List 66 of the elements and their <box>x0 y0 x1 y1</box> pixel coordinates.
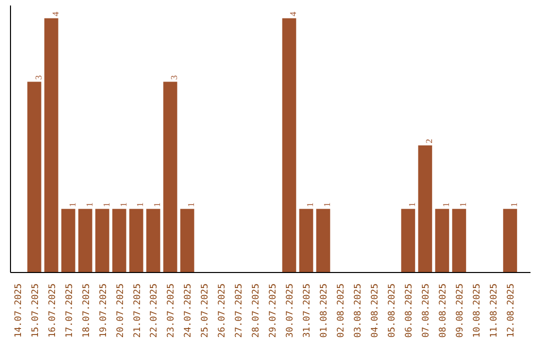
x-tick-label: 28.07.2025 <box>252 283 262 338</box>
x-tick-label: 07.08.2025 <box>422 283 432 338</box>
x-tick-label: 02.08.2025 <box>336 283 347 338</box>
bar <box>27 82 42 272</box>
x-tick-label: 19.07.2025 <box>98 283 109 338</box>
bar <box>452 208 466 272</box>
x-tick-label: 20.07.2025 <box>116 283 126 338</box>
bar <box>163 82 178 272</box>
x-tick-label: 15.07.2025 <box>30 283 41 338</box>
x-tick-label: 24.07.2025 <box>184 283 194 338</box>
bar <box>146 208 160 272</box>
data-label: 1 <box>186 202 196 207</box>
data-label: 1 <box>407 202 418 207</box>
bar <box>61 208 76 272</box>
x-tick-label: 05.08.2025 <box>388 283 398 338</box>
bar <box>418 145 432 272</box>
data-label: 1 <box>152 202 162 207</box>
data-label: 1 <box>441 202 452 207</box>
data-label: 4 <box>50 11 60 16</box>
x-tick-label: 11.08.2025 <box>490 283 500 338</box>
x-tick-label: 31.07.2025 <box>302 283 313 338</box>
x-tick-label: 30.07.2025 <box>286 283 296 338</box>
bar <box>299 208 314 272</box>
data-label: 4 <box>288 11 298 16</box>
bar <box>435 208 450 272</box>
x-tick-label: 22.07.2025 <box>150 283 160 338</box>
data-label: 1 <box>67 202 78 207</box>
x-tick-label: 27.07.2025 <box>234 283 245 338</box>
data-label: 3 <box>169 74 180 80</box>
data-label: 1 <box>118 202 128 207</box>
bar <box>180 208 194 272</box>
x-tick-label: 06.08.2025 <box>404 283 415 338</box>
data-label: 1 <box>101 202 112 207</box>
data-label: 2 <box>424 138 434 144</box>
x-tick-label: 23.07.2025 <box>166 283 177 338</box>
bar <box>503 208 518 272</box>
x-tick-label: 03.08.2025 <box>354 283 364 338</box>
data-label: 1 <box>509 202 520 207</box>
x-tick-label: 08.08.2025 <box>438 283 449 338</box>
x-tick-label: 04.08.2025 <box>370 283 381 338</box>
bar <box>95 208 110 272</box>
data-label: 3 <box>33 74 44 80</box>
bar <box>316 208 330 272</box>
data-label: 1 <box>322 202 332 207</box>
x-tick-label: 09.08.2025 <box>456 283 466 338</box>
x-tick-label: 26.07.2025 <box>218 283 228 338</box>
bar <box>44 18 58 272</box>
bar <box>282 18 296 272</box>
x-tick-label: 01.08.2025 <box>320 283 330 338</box>
x-tick-label: 12.08.2025 <box>506 283 517 338</box>
x-tick-label: 21.07.2025 <box>132 283 143 338</box>
bar <box>112 208 126 272</box>
bar <box>78 208 92 272</box>
x-tick-label: 10.08.2025 <box>472 283 483 338</box>
data-label: 1 <box>135 202 146 207</box>
x-tick-label: 14.07.2025 <box>14 283 24 338</box>
x-tick-label: 18.07.2025 <box>82 283 92 338</box>
x-tick-label: 29.07.2025 <box>268 283 279 338</box>
x-tick-label: 16.07.2025 <box>48 283 58 338</box>
x-tick-label: 17.07.2025 <box>64 283 75 338</box>
x-tick-label: 25.07.2025 <box>200 283 211 338</box>
data-label: 1 <box>84 202 94 207</box>
data-label: 1 <box>305 202 316 207</box>
bar <box>129 208 144 272</box>
bar <box>401 208 416 272</box>
data-label: 1 <box>458 202 468 207</box>
